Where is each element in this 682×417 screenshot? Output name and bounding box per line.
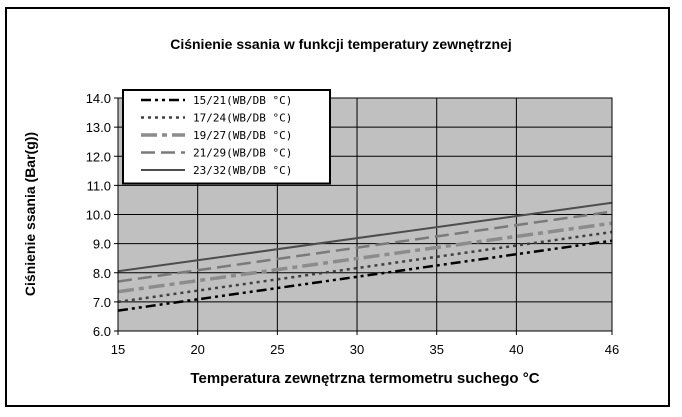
- x-tick-label: 20: [190, 342, 204, 357]
- y-tick-label: 9.0: [93, 237, 111, 252]
- series-line-5: [117, 201, 613, 273]
- legend-label-4: 21/29(WB/DB °C): [193, 147, 292, 160]
- x-axis-label: Temperatura zewnętrzna termometru sucheg…: [190, 370, 519, 387]
- legend-box: [122, 89, 331, 185]
- legend-label-5: 23/32(WB/DB °C): [193, 164, 292, 177]
- chart-title: Ciśnienie ssania w funkcji temperatury z…: [170, 36, 512, 52]
- x-axis-label-box: Temperatura zewnętrzna termometru sucheg…: [118, 370, 612, 387]
- x-tick-label: 35: [429, 342, 443, 357]
- series-line-2: [117, 230, 613, 304]
- series-line-1: [117, 239, 613, 312]
- x-tick-label: 30: [350, 342, 364, 357]
- y-tick-label: 11.0: [87, 178, 111, 193]
- x-tick-label: 40: [509, 342, 523, 357]
- y-tick-label: 7.0: [93, 295, 111, 310]
- y-axis-label: Ciśnienie ssania (Bar(g)): [22, 131, 38, 297]
- y-tick-label: 10.0: [86, 208, 111, 223]
- legend-label-3: 19/27(WB/DB °C): [193, 129, 292, 142]
- series-line-3: [117, 221, 613, 294]
- y-tick-label: 13.0: [86, 120, 111, 135]
- y-tick-label: 12.0: [86, 149, 111, 164]
- y-tick-label: 6.0: [93, 324, 111, 339]
- y-tick-label: 8.0: [93, 266, 111, 281]
- x-tick-label: 46: [605, 342, 619, 357]
- legend-label-1: 15/21(WB/DB °C): [193, 94, 292, 107]
- x-tick-label: 25: [270, 342, 284, 357]
- x-axis-unit: °C: [522, 370, 540, 387]
- series-line-4: [117, 210, 613, 283]
- x-tick-label: 15: [111, 342, 125, 357]
- y-tick-label: 14.0: [86, 91, 111, 106]
- legend-label-2: 17/24(WB/DB °C): [193, 112, 292, 125]
